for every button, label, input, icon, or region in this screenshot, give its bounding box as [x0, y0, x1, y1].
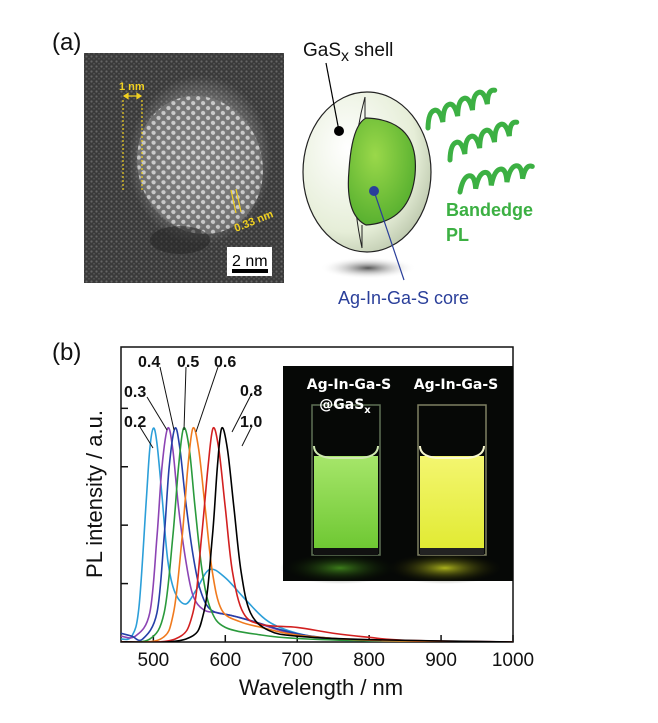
- panel-a-label: (a): [52, 29, 81, 56]
- series-leader-lines: [139, 366, 253, 449]
- series-label-0.5: 0.5: [177, 354, 199, 371]
- series-line-0.8: [121, 426, 513, 642]
- series-line-0.6: [121, 426, 513, 642]
- shell-label: GaSx shell: [303, 40, 393, 65]
- x-tick-label: 500: [138, 650, 170, 671]
- scale-bar: [232, 269, 268, 273]
- lattice-width-marker: [122, 92, 143, 190]
- x-tick-label: 1000: [492, 650, 534, 671]
- inset-photo: Ag-In-Ga-S @GaSx Ag-In-Ga-S: [280, 366, 513, 584]
- series-label-0.3: 0.3: [124, 384, 146, 401]
- inset-left-label: Ag-In-Ga-S @GaSx: [307, 377, 392, 416]
- x-tick-label: 700: [281, 650, 313, 671]
- series-line-0.4: [121, 426, 513, 642]
- core-cutaway: [347, 117, 417, 226]
- series-label-0.2: 0.2: [124, 414, 146, 431]
- vial-left: [311, 404, 381, 556]
- lattice-width-label: 1 nm: [119, 81, 145, 93]
- panel-b-label: (b): [52, 339, 81, 366]
- series-label-0.4: 0.4: [138, 354, 160, 371]
- series-line-0.5: [121, 426, 513, 642]
- y-axis-title: PL intensity / a.u.: [82, 410, 107, 578]
- x-tick-label: 900: [425, 650, 457, 671]
- series-label-0.6: 0.6: [214, 354, 236, 371]
- pl-spectra-plot: Ag-In-Ga-S @GaSx Ag-In-Ga-S 500 600 700 800 9…: [82, 346, 534, 700]
- x-tick-label: 600: [209, 650, 241, 671]
- emission-wave-icon: [425, 87, 535, 195]
- vial-right: [417, 404, 487, 556]
- inset-right-label: Ag-In-Ga-S: [414, 377, 499, 393]
- series-label-0.8: 0.8: [240, 383, 262, 400]
- scale-bar-label: 2 nm: [232, 253, 268, 270]
- particle-shadow: [320, 257, 416, 279]
- x-axis-title: Wavelength / nm: [239, 675, 403, 700]
- emission-label: Bandedge PL: [446, 200, 533, 245]
- tem-image: 1 nm 0.33 nm 2 nm: [84, 53, 284, 283]
- series-label-1.0: 1.0: [240, 414, 262, 431]
- series-line-1.0: [121, 426, 513, 642]
- core-label: Ag-In-Ga-S core: [338, 288, 469, 308]
- lattice-spacing-marker: [230, 188, 242, 214]
- nanoparticle-schematic: [302, 62, 432, 281]
- x-tick-label: 800: [353, 650, 385, 671]
